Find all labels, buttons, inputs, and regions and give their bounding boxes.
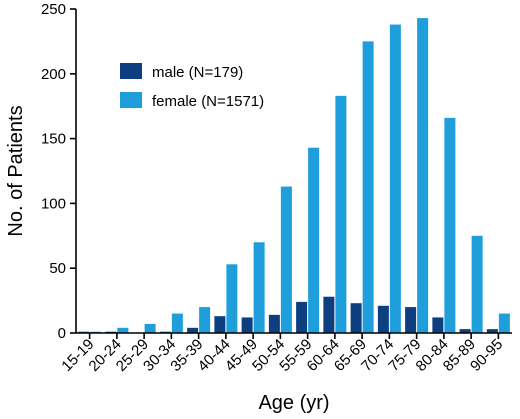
bar-male-45-49: [241, 317, 253, 333]
bar-male-35-39: [187, 327, 199, 333]
bar-female-50-54: [280, 186, 292, 333]
bar-female-85-89: [471, 235, 483, 333]
bar-female-55-59: [308, 147, 320, 333]
bars-group: [78, 18, 510, 334]
y-axis-title: No. of Patients: [5, 105, 27, 236]
bar-male-75-79: [405, 307, 417, 333]
legend: male (N=179) female (N=1571): [120, 63, 264, 110]
bar-male-70-74: [377, 305, 389, 333]
bar-female-25-29: [144, 323, 156, 333]
bar-female-40-44: [226, 264, 238, 333]
legend-swatch-male: [120, 63, 142, 79]
bar-male-60-64: [323, 296, 335, 333]
y-ticks-group: 0 50 100 150 200 250: [41, 1, 76, 342]
bar-male-55-59: [296, 301, 308, 333]
bar-female-45-49: [253, 242, 265, 333]
bar-female-75-79: [417, 18, 429, 334]
x-axis-title: Age (yr): [258, 392, 329, 414]
legend-label-male: male (N=179): [152, 64, 243, 81]
bar-male-80-84: [432, 317, 444, 333]
y-tick-label: 100: [41, 195, 66, 212]
bar-female-30-34: [171, 313, 183, 333]
bar-male-50-54: [268, 314, 280, 333]
bar-female-80-84: [444, 117, 456, 333]
y-tick-label: 50: [49, 260, 66, 277]
bar-male-65-69: [350, 303, 362, 333]
bar-female-65-69: [362, 41, 374, 334]
bar-female-20-24: [117, 327, 129, 333]
bar-female-60-64: [335, 95, 347, 333]
bar-female-35-39: [199, 307, 211, 333]
legend-label-female: female (N=1571): [152, 93, 264, 110]
y-tick-label: 150: [41, 131, 66, 148]
bar-male-90-95: [486, 329, 498, 333]
bar-female-70-74: [389, 24, 401, 333]
y-tick-label: 200: [41, 66, 66, 83]
x-ticks-group: 15-1920-2425-2930-3435-3940-4445-4950-54…: [58, 333, 506, 375]
x-tick-label: 90-95: [467, 336, 506, 375]
bar-male-85-89: [459, 329, 471, 333]
bar-male-40-44: [214, 316, 226, 333]
y-tick-label: 250: [41, 1, 66, 18]
y-tick-label: 0: [58, 325, 66, 342]
legend-swatch-female: [120, 92, 142, 108]
bar-female-90-95: [498, 313, 510, 333]
